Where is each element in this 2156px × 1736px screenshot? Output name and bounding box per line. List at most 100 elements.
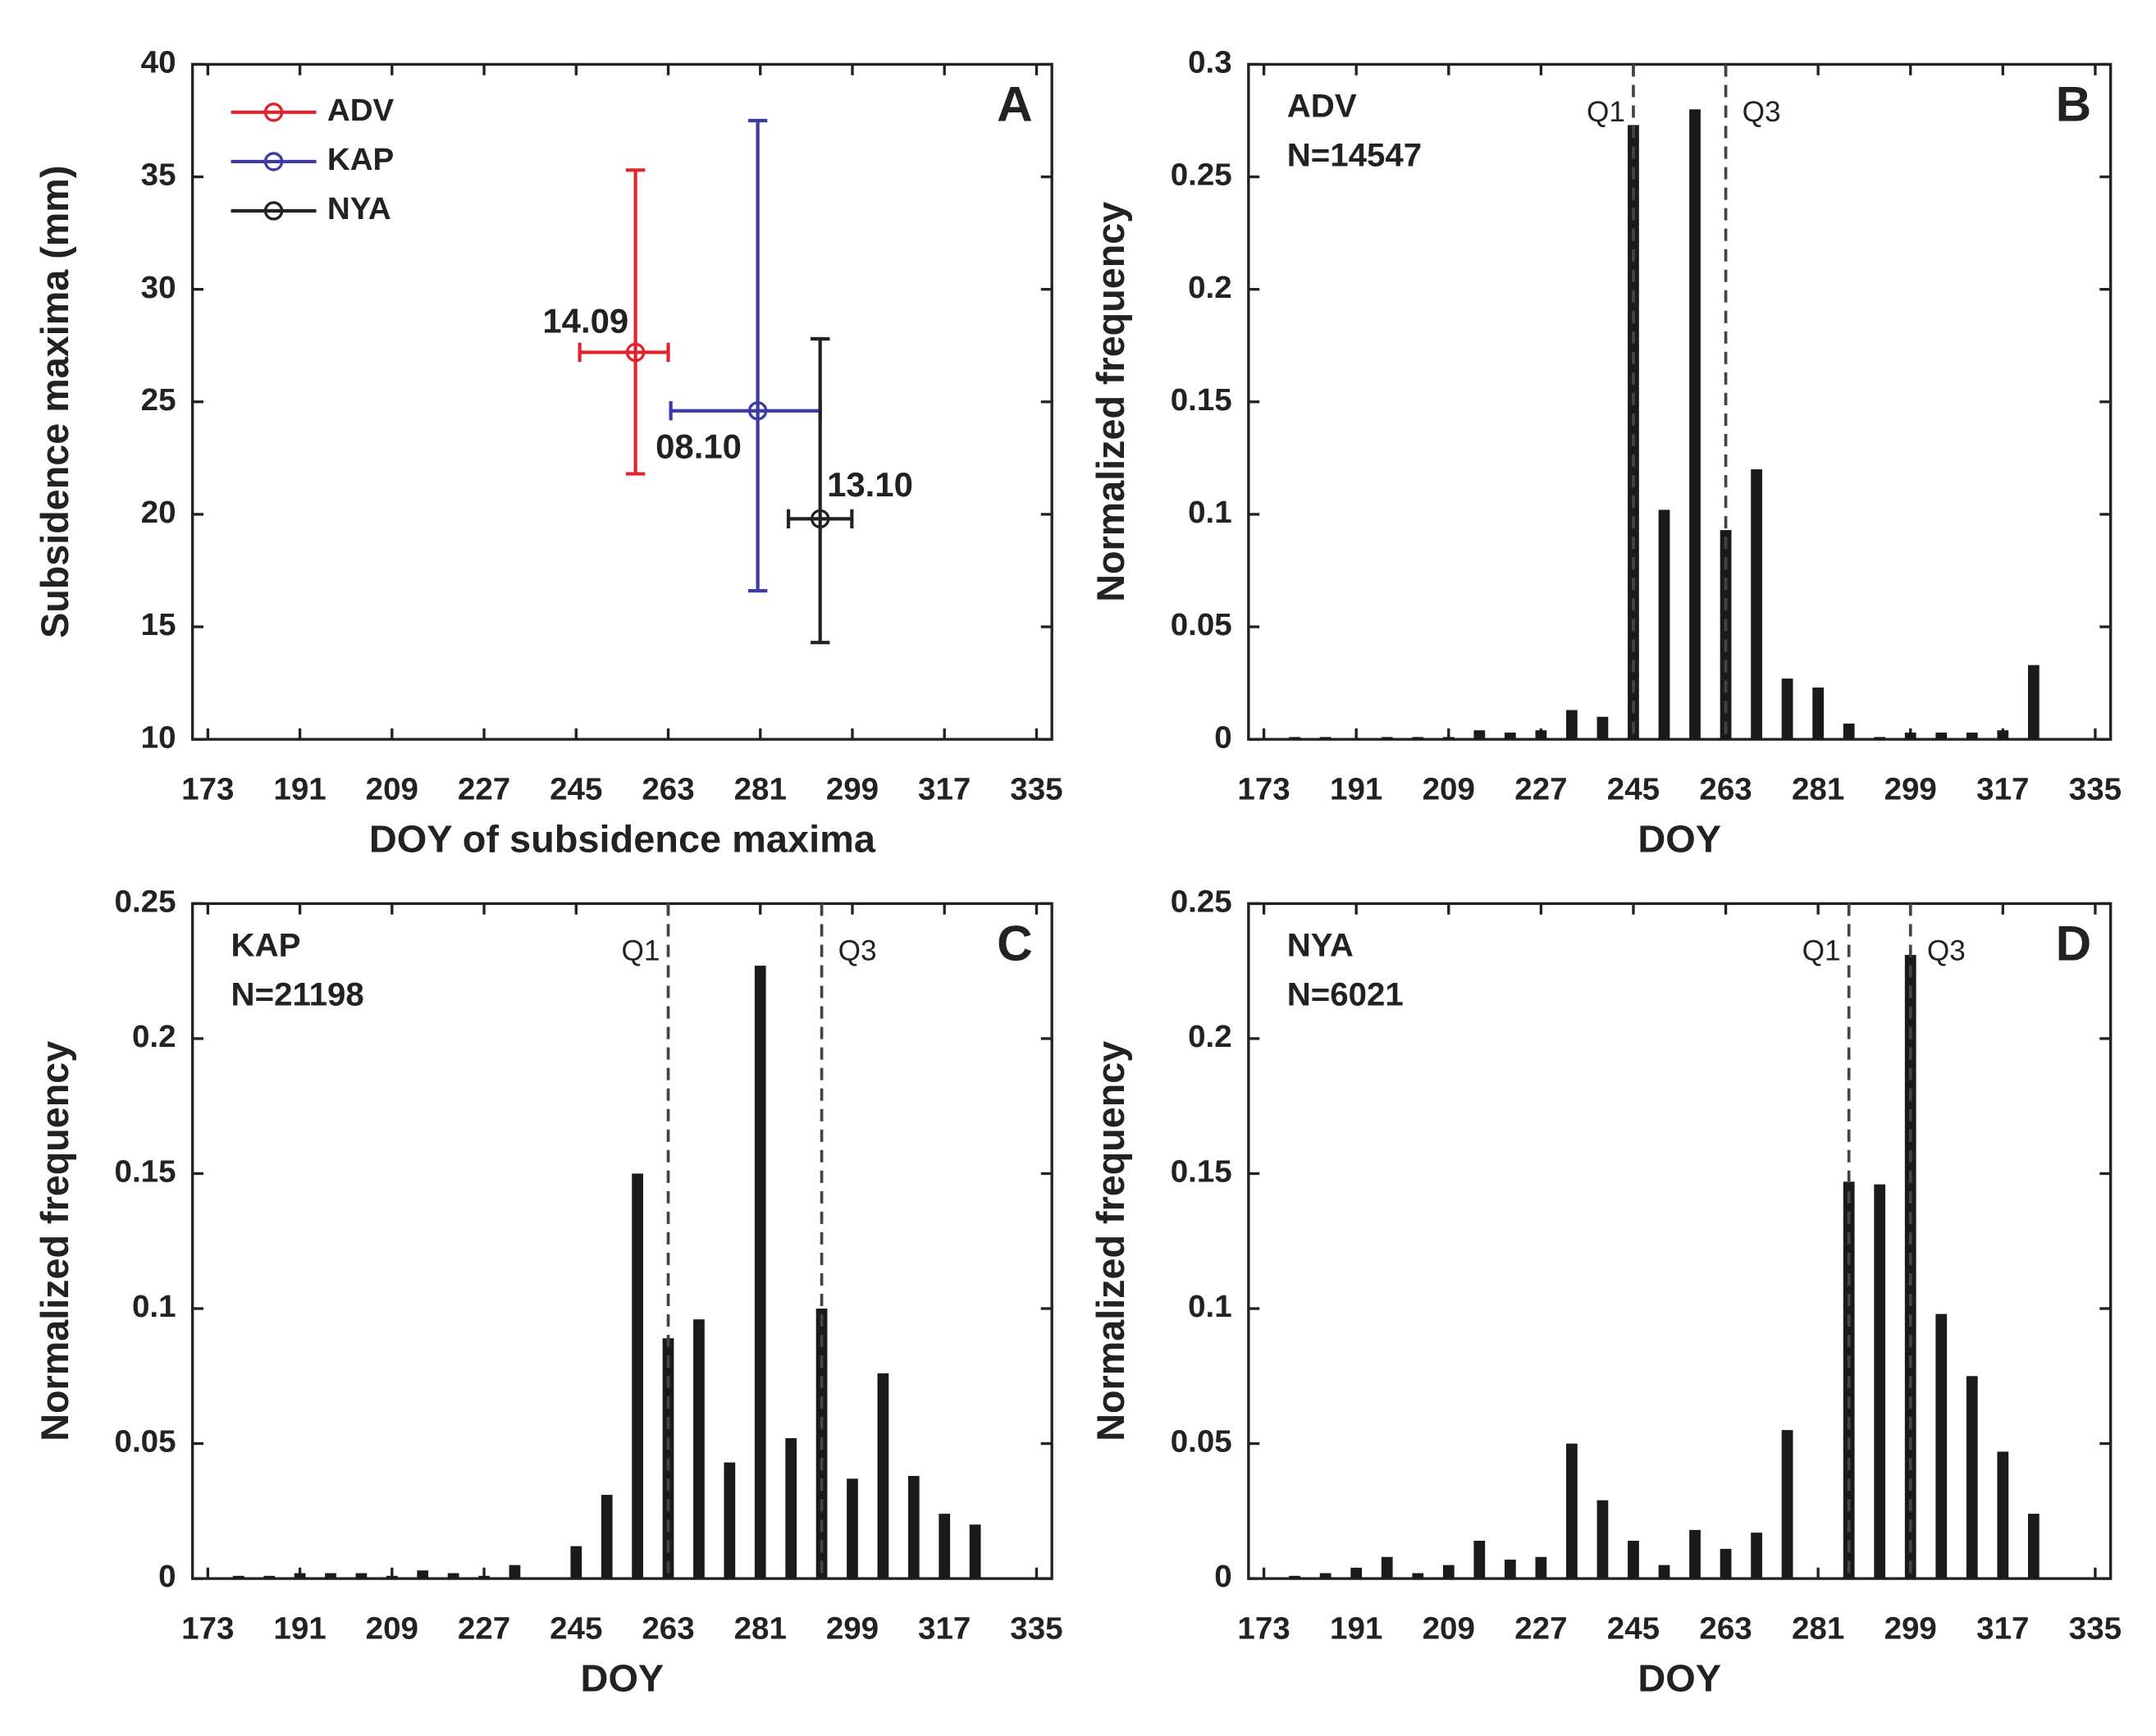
x-axis-label: DOY of subsidence maxima — [369, 818, 876, 861]
y-tick-label: 0.2 — [132, 1019, 176, 1054]
y-tick-label: 0.1 — [1188, 495, 1232, 530]
bar — [294, 1573, 306, 1579]
x-tick-label: 317 — [1976, 772, 2029, 807]
axes-frame — [1247, 902, 2113, 1580]
y-tick-label: 0.3 — [1188, 45, 1232, 80]
bar — [1289, 1575, 1301, 1579]
bar — [1442, 737, 1455, 740]
bar — [1319, 1573, 1332, 1579]
x-tick-label: 209 — [366, 772, 418, 807]
bar — [1596, 1500, 1609, 1579]
y-tick-label: 35 — [141, 158, 176, 193]
quartile-label: Q3 — [838, 935, 877, 967]
x-tick-label: 227 — [1514, 772, 1567, 807]
bar — [1658, 509, 1670, 740]
x-tick-label: 191 — [1330, 1611, 1382, 1647]
bar — [1720, 1548, 1732, 1579]
quartile-label: Q1 — [622, 935, 660, 967]
bar — [1566, 1443, 1578, 1579]
y-tick-label: 0.1 — [1188, 1289, 1232, 1324]
n-label: N=21198 — [231, 976, 364, 1013]
bar — [570, 1546, 582, 1579]
x-tick-label: 281 — [734, 1611, 787, 1647]
legend-marker — [263, 201, 284, 221]
point-label: 14.09 — [542, 302, 628, 340]
x-tick-label: 173 — [1237, 1611, 1290, 1647]
bar — [939, 1514, 951, 1579]
x-axis-label: DOY — [1638, 818, 1721, 861]
bar — [232, 1575, 244, 1579]
bar — [447, 1573, 459, 1579]
y-tick-label: 15 — [141, 607, 176, 642]
y-tick-label: 0.25 — [1171, 158, 1232, 193]
bar — [1874, 737, 1886, 740]
y-tick-label: 0 — [1214, 720, 1231, 755]
x-tick-label: 245 — [1607, 772, 1660, 807]
x-tick-label: 317 — [918, 1611, 971, 1647]
x-tick-label: 335 — [1010, 1611, 1062, 1647]
y-tick-label: 0.2 — [1188, 270, 1232, 305]
bar — [1812, 688, 1825, 740]
y-axis-label: Normalized frequency — [1089, 1041, 1132, 1441]
bar — [1781, 678, 1793, 740]
x-axis-label: DOY — [581, 1657, 665, 1700]
bar — [969, 1524, 981, 1579]
y-tick-label: 0.25 — [1171, 884, 1232, 920]
y-tick-label: 0.2 — [1188, 1019, 1232, 1054]
y-tick-label: 0 — [1214, 1559, 1231, 1594]
y-axis-label: Subsidence maxima (mm) — [34, 166, 76, 638]
bar — [1412, 737, 1424, 740]
quartile-label: Q3 — [1927, 935, 1966, 967]
bar — [1751, 469, 1762, 740]
x-tick-label: 227 — [1514, 1611, 1567, 1647]
x-tick-label: 209 — [1423, 1611, 1475, 1647]
bar — [1689, 1529, 1701, 1579]
panel-letter: D — [2056, 916, 2092, 971]
bar — [325, 1573, 336, 1579]
bar — [1504, 732, 1516, 740]
bar — [1720, 530, 1732, 740]
axes-frame — [190, 902, 1053, 1580]
bar — [386, 1575, 398, 1579]
bar — [1997, 730, 2009, 740]
x-axis-label: DOY — [1638, 1657, 1721, 1700]
bar — [1381, 737, 1393, 740]
bar — [2027, 1514, 2040, 1579]
bar — [1473, 730, 1486, 740]
x-tick-label: 335 — [1010, 772, 1062, 807]
bar — [1843, 723, 1855, 740]
x-tick-label: 245 — [550, 1611, 602, 1647]
y-tick-label: 0.05 — [1171, 1424, 1232, 1460]
x-tick-label: 299 — [1884, 1611, 1937, 1647]
quartile-label: Q1 — [1802, 935, 1841, 967]
bar — [601, 1495, 613, 1579]
x-tick-label: 335 — [2069, 1611, 2122, 1647]
x-tick-label: 227 — [458, 1611, 510, 1647]
x-tick-label: 245 — [550, 772, 602, 807]
legend-label: ADV — [327, 93, 395, 128]
x-tick-label: 209 — [1423, 772, 1475, 807]
x-tick-label: 299 — [826, 772, 879, 807]
x-tick-label: 335 — [2069, 772, 2122, 807]
bar — [1319, 737, 1332, 740]
y-tick-label: 20 — [141, 495, 176, 530]
x-tick-label: 281 — [734, 772, 787, 807]
bar — [1442, 1565, 1455, 1579]
panel-letter: B — [2056, 77, 2092, 132]
n-label: N=6021 — [1287, 976, 1404, 1013]
n-label: N=14547 — [1287, 137, 1422, 174]
panel-letter: A — [997, 77, 1033, 132]
x-tick-label: 299 — [1884, 772, 1937, 807]
point — [625, 342, 646, 363]
bar — [1751, 1533, 1762, 1579]
x-tick-label: 281 — [1792, 772, 1844, 807]
y-tick-label: 0.05 — [115, 1424, 176, 1460]
bar — [417, 1570, 429, 1579]
x-tick-label: 263 — [1699, 772, 1752, 807]
y-tick-label: 0.15 — [1171, 1154, 1232, 1190]
quartile-label: Q1 — [1587, 96, 1625, 128]
y-tick-label: 0.05 — [1171, 607, 1232, 642]
bar — [1412, 1573, 1424, 1579]
bar — [877, 1373, 889, 1579]
x-tick-label: 317 — [1976, 1611, 2029, 1647]
